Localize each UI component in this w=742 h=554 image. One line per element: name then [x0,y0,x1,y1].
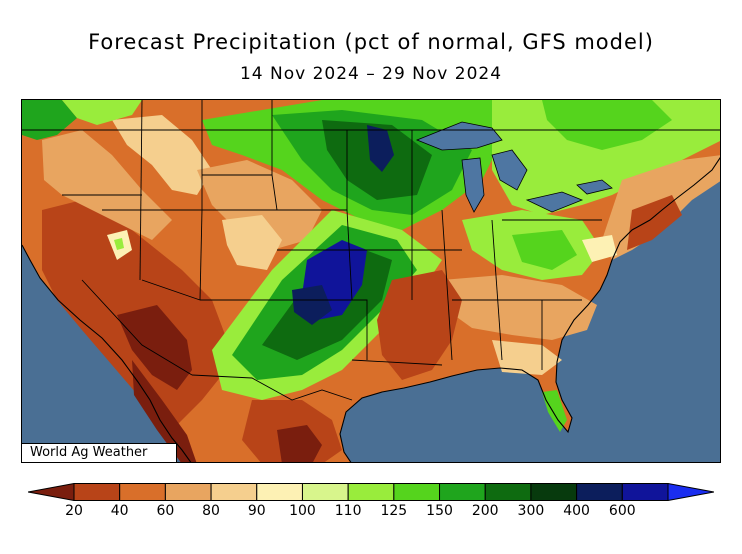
region-near-normal-rockies [222,215,282,270]
legend-tick-label: 300 [517,503,545,519]
legend-swatch [484,483,532,501]
region-normal-mid-atlantic [582,235,617,262]
legend-tick-label: 400 [563,503,590,519]
legend-arrow-high [667,483,714,501]
credit-label: World Ag Weather [21,443,177,463]
legend-tick-label: 125 [380,503,408,519]
legend-swatch [530,483,578,501]
region-below-normal-southeast [442,275,597,340]
legend-tick-label: 100 [289,503,316,519]
legend-tick-label: 150 [426,503,453,519]
region-above-normal-northeast [492,100,720,215]
legend-swatch [164,483,212,501]
legend-tick-label: 200 [471,503,499,519]
legend-swatch [210,483,258,501]
region-wet-florida [542,390,567,432]
legend-bar [28,483,714,501]
precipitation-map [21,99,721,463]
region-very-dry [117,305,192,390]
legend-swatch [256,483,303,501]
region-wet-ohio [512,230,577,270]
legend-tick-label: 110 [334,503,362,519]
region-above-normal-pacific-nw [62,100,142,125]
legend-tick-label: 90 [247,503,266,519]
region-dry-lower-mississippi [377,270,462,380]
legend-swatch [73,483,121,501]
color-legend [28,483,714,501]
map-canvas [22,100,720,462]
region-very-dry-baja [132,360,197,462]
region-extreme-wet-minnesota [367,125,394,172]
region-above-normal-nevada [114,238,124,250]
legend-swatch [347,483,395,501]
legend-labels: 20 40 60 80 90 100 110 125 150 200 300 400 600 [0,503,742,521]
legend-arrow-low [28,483,75,501]
map-date-range: 14 Nov 2024 – 29 Nov 2024 [239,64,503,84]
legend-tick-label: 600 [608,503,636,519]
state-boundaries [22,100,720,401]
region-below-normal-rockies [197,160,322,250]
legend-tick-label: 80 [202,503,220,519]
region-wet-quebec [542,100,672,150]
map-title: Forecast Precipitation (pct of normal, G… [88,30,654,54]
legend-tick-label: 60 [156,503,175,519]
great-lakes [415,121,613,213]
coastlines [22,157,720,462]
legend-swatch [301,483,349,501]
legend-tick-label: 20 [65,503,83,519]
legend-swatch [621,483,669,501]
region-near-normal-gulf [492,340,562,375]
region-extreme-wet-core [292,285,332,325]
region-near-normal-nw [112,115,212,195]
legend-swatch [119,483,166,501]
region-dry-mid-atlantic [627,195,682,250]
legend-swatch [576,483,623,501]
legend-tick-label: 40 [110,503,129,519]
region-below-normal-west [42,130,172,240]
legend-swatch [393,483,441,501]
legend-swatch [439,483,486,501]
region-very-dry-mexico [277,425,322,462]
